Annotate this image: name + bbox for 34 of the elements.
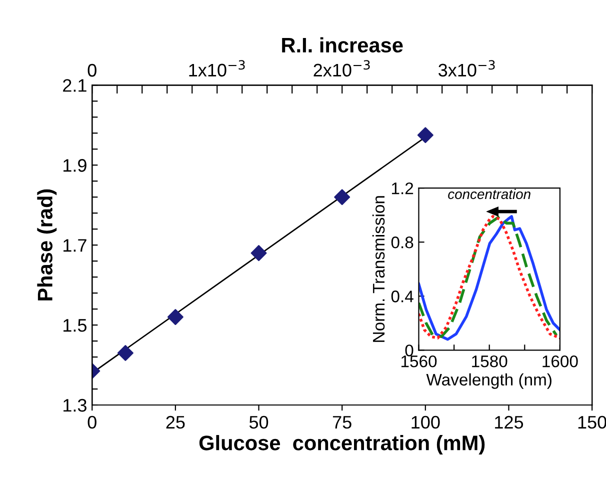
y-tick-label: 1.9 xyxy=(64,159,86,172)
x-tick-label: 1580 xyxy=(472,355,508,368)
y-tick-label: 1.7 xyxy=(64,239,86,252)
x-tick-label: 1560 xyxy=(401,355,437,368)
x-tick-label: 50 xyxy=(249,416,268,429)
annotation: concentration xyxy=(448,188,530,200)
point xyxy=(250,245,267,262)
y-tick-label: 0.8 xyxy=(391,236,414,248)
y-axis-title: Phase (rad) xyxy=(37,189,57,300)
x2-tick-label: 3x10$^{−3}$ xyxy=(438,60,495,77)
point xyxy=(417,127,434,144)
point xyxy=(117,345,134,361)
y-tick-label: 1.5 xyxy=(64,319,86,332)
y-tick-label: 2.1 xyxy=(63,79,86,92)
x-tick-label: 0 xyxy=(88,416,96,429)
y-tick-label: 1.3 xyxy=(64,398,86,412)
x-tick-label: 25 xyxy=(166,416,185,429)
x-axis-title: Wavelength (nm) xyxy=(426,373,552,389)
x-axis-title: Glucose concentration (mM) xyxy=(199,435,485,454)
y-tick-label: 0.4 xyxy=(391,290,414,302)
x2-tick-label: 0 xyxy=(88,64,96,77)
point xyxy=(167,309,184,326)
y-axis-title: Norm. Transmission xyxy=(372,196,385,342)
x2-tick-label: 2x10$^{−3}$ xyxy=(314,60,370,77)
x-tick-label: 100 xyxy=(412,416,440,429)
x-tick-label: 150 xyxy=(578,416,606,429)
y-tick-label: 1.2 xyxy=(392,182,414,194)
x2-tick-label: 1x10$^{−3}$ xyxy=(189,60,245,77)
x-tick-label: 125 xyxy=(495,416,524,429)
x-tick-label: 1600 xyxy=(542,355,578,368)
y-tick-label: 0 xyxy=(405,344,414,356)
x-tick-label: 75 xyxy=(332,416,352,429)
point xyxy=(334,189,350,206)
x2-axis-title: R.I. increase xyxy=(282,37,403,53)
